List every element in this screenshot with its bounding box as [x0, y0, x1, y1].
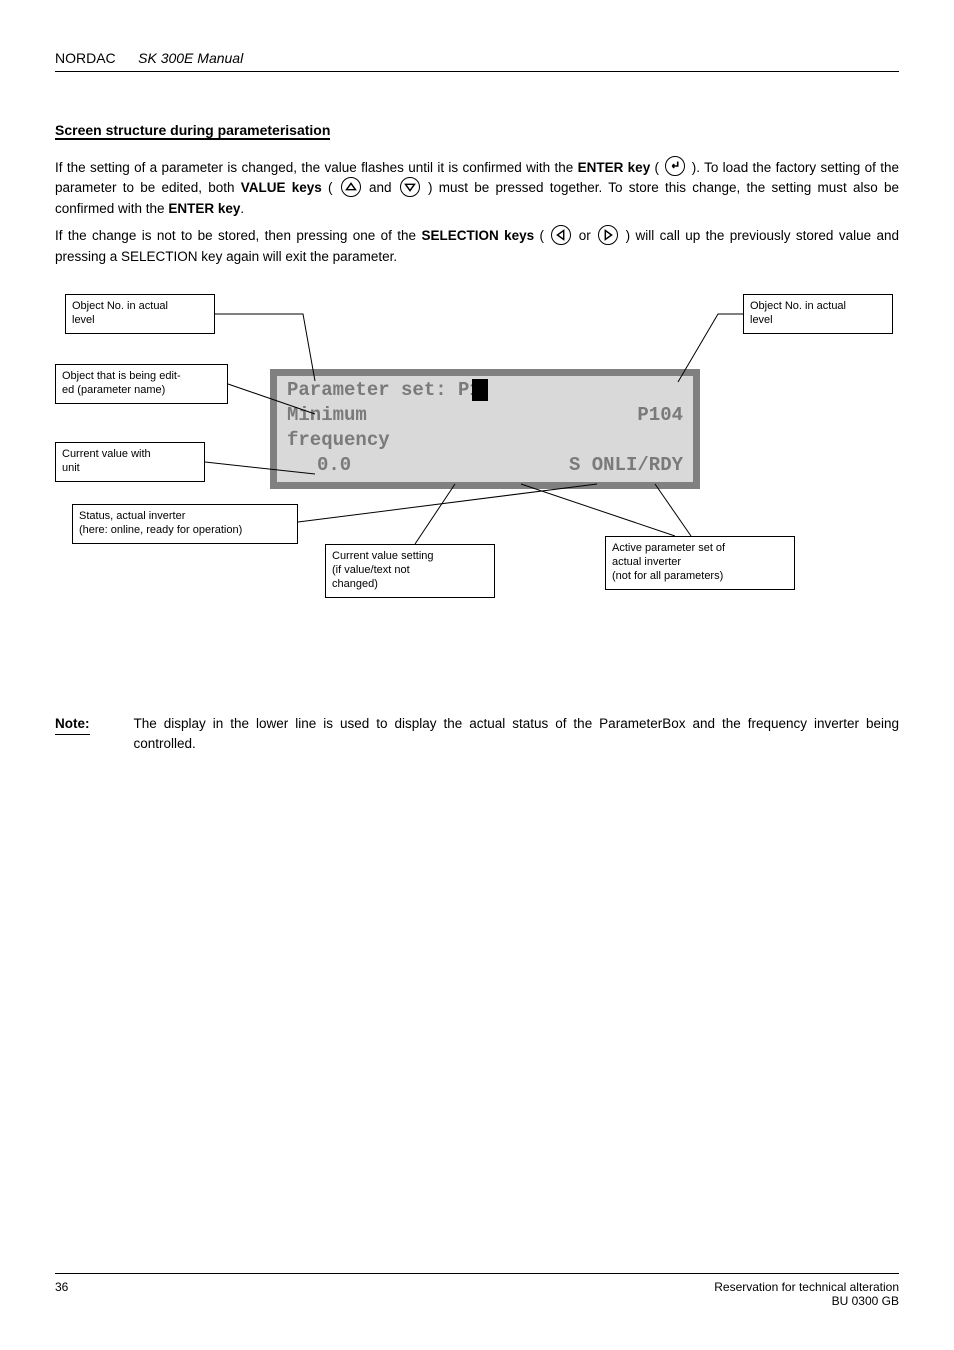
paragraph-1: If the setting of a parameter is changed… — [55, 158, 899, 218]
page-footer: 36 Reservation for technical alteration … — [55, 1273, 899, 1308]
page-number: 36 — [55, 1280, 68, 1308]
note-block: Note: The display in the lower line is u… — [55, 714, 899, 753]
note-label: Note: — [55, 714, 90, 735]
callout-6: Current value setting(if value/text notc… — [325, 544, 495, 597]
footer-reservation: Reservation for technical alteration — [714, 1280, 899, 1294]
brand-text: NORDAC — [55, 50, 116, 66]
up-icon — [341, 177, 361, 197]
lcd-line4-right: S ONLI/RDY — [546, 454, 683, 476]
lcd-screen: Parameter set: P1 Minimum P104 frequency… — [270, 369, 700, 489]
right-icon — [598, 225, 618, 245]
lcd-line4-left: 0.0 — [317, 454, 351, 476]
lcd-line3-label: frequency — [287, 429, 390, 451]
down-icon — [400, 177, 420, 197]
manual-title: SK 300E Manual — [138, 50, 243, 66]
left-icon — [551, 225, 571, 245]
callout-4: Status, actual inverter(here: online, re… — [72, 504, 298, 544]
lcd-line1: Parameter set: P1 — [287, 379, 481, 401]
callout-1: Object No. in actuallevel — [65, 294, 215, 334]
callout-7: Active parameter set ofactual inverter(n… — [605, 536, 795, 589]
enter-icon — [665, 156, 685, 176]
lcd-diagram: Parameter set: P1 Minimum P104 frequency… — [55, 294, 899, 674]
callout-5: Object No. in actuallevel — [743, 294, 893, 334]
callout-3: Current value withunit — [55, 442, 205, 482]
lcd-cursor — [472, 379, 488, 401]
lcd-line2-label: Minimum — [287, 404, 367, 426]
note-body: The display in the lower line is used to… — [134, 714, 900, 753]
paragraph-2: If the change is not to be stored, then … — [55, 226, 899, 266]
lcd-line2-param: P104 — [637, 404, 683, 426]
section-heading: Screen structure during parameterisation — [55, 122, 330, 140]
footer-docid: BU 0300 GB — [832, 1294, 899, 1308]
page-header: NORDAC SK 300E Manual — [55, 50, 899, 72]
callout-2: Object that is being edit-ed (parameter … — [55, 364, 228, 404]
